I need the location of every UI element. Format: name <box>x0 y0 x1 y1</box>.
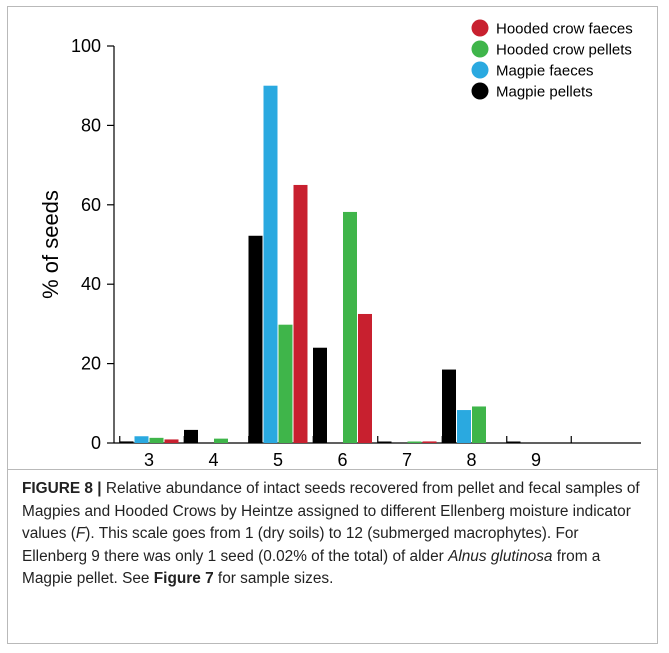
bar-magpie-pellets <box>377 441 392 443</box>
caption-label: FIGURE 8 | <box>22 480 102 497</box>
caption-text-1: Relative abundance of intact seeds recov… <box>22 480 640 542</box>
bar-magpie-faeces <box>263 85 278 443</box>
y-tick-label: 60 <box>81 195 101 215</box>
caption-divider <box>8 469 657 470</box>
x-tick-label: 5 <box>273 450 283 469</box>
bar-hooded-crow-faeces <box>164 439 179 443</box>
caption-text-4: for sample sizes. <box>213 570 334 587</box>
figure-frame: 0 20 40 60 80 100 % of seeds 3 4 5 6 7 8 9 Hooded crow… <box>7 6 658 644</box>
bar-magpie-pellets <box>184 429 198 443</box>
legend-marker <box>471 61 489 79</box>
bar-hooded-crow-pellets <box>343 211 357 443</box>
bar-magpie-pellets <box>248 235 263 443</box>
legend-label: Hooded crow faeces <box>496 21 633 38</box>
bar-hooded-crow-faeces <box>293 184 308 443</box>
bar-hooded-crow-faeces <box>358 313 372 443</box>
bar-hooded-crow-pellets <box>407 441 422 443</box>
x-tick-label: 6 <box>337 450 347 469</box>
bar-hooded-crow-faeces <box>422 441 437 443</box>
bar-magpie-pellets <box>119 441 134 443</box>
bar-hooded-crow-pellets <box>278 324 293 443</box>
x-tick-label: 3 <box>144 450 154 469</box>
bar-hooded-crow-pellets <box>472 406 486 443</box>
caption-text-3: from a Magpie pellet. See <box>22 547 601 588</box>
legend-label: Magpie pellets <box>496 84 593 101</box>
y-tick-label: 40 <box>81 274 101 294</box>
y-tick-label: 100 <box>71 36 101 56</box>
bar-hooded-crow-pellets <box>149 437 164 443</box>
caption-figure-ref: Figure 7 <box>153 570 214 587</box>
bar-chart: 0 20 40 60 80 100 % of seeds 3 4 5 6 7 8 9 Hooded crow… <box>38 19 641 470</box>
chart-area: 0 20 40 60 80 100 % of seeds 3 4 5 6 7 8 9 Hooded crow… <box>8 7 659 470</box>
legend-marker <box>471 19 489 37</box>
bar-magpie-pellets <box>506 441 521 443</box>
figure-caption: FIGURE 8 | Relative abundance of intact … <box>22 478 647 591</box>
bar-magpie-faeces <box>134 436 149 443</box>
legend-marker <box>471 82 489 100</box>
y-tick-label: 20 <box>81 354 101 374</box>
x-tick-label: 8 <box>466 450 476 469</box>
y-tick-label: 80 <box>81 115 101 135</box>
bar-magpie-pellets <box>442 369 456 443</box>
x-tick-label: 7 <box>402 450 412 469</box>
bar-magpie-faeces <box>457 410 471 443</box>
caption-italic-1: F <box>75 525 86 542</box>
caption-text-2: ). This scale goes from 1 (dry soils) to… <box>22 525 579 565</box>
bar-magpie-pellets <box>313 347 327 443</box>
bar-hooded-crow-pellets <box>214 438 228 443</box>
y-axis-label: % of seeds <box>38 190 63 299</box>
legend-label: Magpie faeces <box>496 63 594 80</box>
x-tick-label: 9 <box>531 450 541 469</box>
caption-italic-2: Alnus glutinosa <box>448 547 553 565</box>
x-tick-label: 4 <box>208 450 218 469</box>
y-tick-label: 0 <box>91 433 101 453</box>
legend-label: Hooded crow pellets <box>496 42 632 59</box>
legend-marker <box>471 40 489 58</box>
